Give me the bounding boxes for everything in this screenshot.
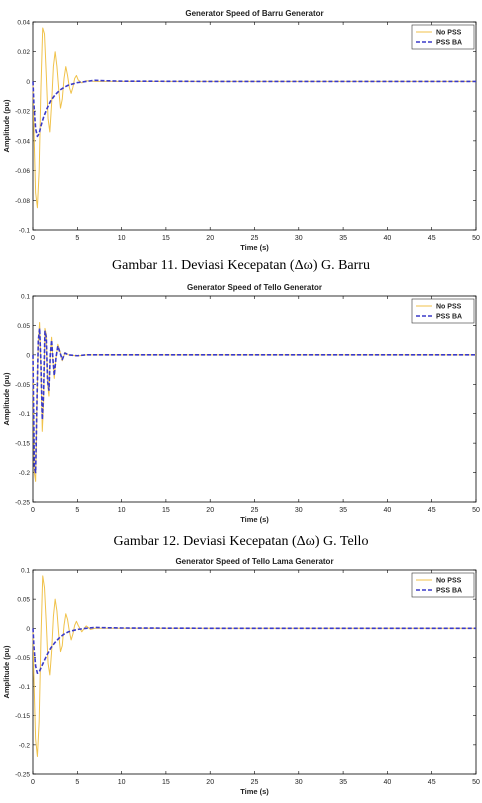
x-tick-label: 25 bbox=[251, 779, 259, 786]
y-tick-label: -0.1 bbox=[19, 228, 31, 235]
series-line-pss-ba bbox=[32, 79, 476, 138]
legend-box bbox=[411, 298, 475, 324]
chart-title: Generator Speed of Barru Generator bbox=[185, 9, 323, 18]
chart-barru: Generator Speed of Barru Generator 0 5 10 15… bbox=[2, 9, 480, 252]
y-tick-label: -0.02 bbox=[15, 109, 30, 116]
y-tick-label: 0.02 bbox=[17, 49, 30, 56]
y-tick-label: 0.05 bbox=[17, 323, 30, 330]
plot-frame bbox=[32, 569, 477, 775]
x-tick-label: 45 bbox=[428, 507, 436, 514]
x-tick-label: 40 bbox=[384, 235, 392, 242]
x-tick-label: 35 bbox=[339, 779, 347, 786]
x-tick-label: 30 bbox=[295, 779, 303, 786]
x-tick-label: 10 bbox=[118, 779, 126, 786]
x-tick-label: 30 bbox=[295, 235, 303, 242]
figure-caption-tello: Gambar 12. Deviasi Kecepatan (Δω) G. Tel… bbox=[113, 534, 369, 549]
x-tick-label: 45 bbox=[428, 779, 436, 786]
chart-title: Generator Speed of Tello Lama Generator bbox=[175, 557, 333, 566]
y-tick-label: -0.2 bbox=[19, 470, 31, 477]
legend-box bbox=[411, 572, 475, 598]
x-axis-label: Time (s) bbox=[240, 515, 269, 524]
y-tick-label: 0.1 bbox=[21, 294, 30, 301]
x-tick-label: 50 bbox=[472, 235, 480, 242]
x-tick-label: 40 bbox=[384, 507, 392, 514]
legend-entry-label: PSS BA bbox=[436, 588, 462, 595]
x-tick-label: 10 bbox=[118, 235, 126, 242]
x-tick-label: 25 bbox=[251, 235, 259, 242]
x-tick-label: 5 bbox=[75, 779, 79, 786]
legend: No PSS PSS BA bbox=[411, 24, 475, 50]
legend-entry-label: No PSS bbox=[436, 30, 462, 37]
x-tick-label: 35 bbox=[339, 507, 347, 514]
series-line-pss-ba bbox=[32, 327, 476, 474]
figure-caption-barru: Gambar 11. Deviasi Kecepatan (Δω) G. Bar… bbox=[112, 258, 370, 273]
legend: No PSS PSS BA bbox=[411, 572, 475, 598]
y-tick-label: 0.05 bbox=[17, 597, 30, 604]
legend-box bbox=[411, 24, 475, 50]
legend-entry-label: PSS BA bbox=[436, 314, 462, 321]
y-tick-label: -0.15 bbox=[15, 713, 30, 720]
y-axis-label: Amplitude (pu) bbox=[2, 372, 11, 425]
x-tick-label: 15 bbox=[162, 779, 170, 786]
x-tick-label: 45 bbox=[428, 235, 436, 242]
x-tick-label: 5 bbox=[75, 235, 79, 242]
x-tick-label: 0 bbox=[31, 235, 35, 242]
y-tick-label: -0.25 bbox=[15, 772, 30, 779]
y-tick-label: -0.04 bbox=[15, 138, 30, 145]
plot-frame bbox=[32, 295, 477, 503]
chart-tello-lama: Generator Speed of Tello Lama Generator 0… bbox=[2, 557, 480, 796]
plot-frame bbox=[32, 21, 477, 231]
legend-entry-label: No PSS bbox=[436, 578, 462, 585]
chart-title: Generator Speed of Tello Generator bbox=[187, 283, 322, 292]
y-tick-label: -0.06 bbox=[15, 168, 30, 175]
y-tick-label: 0.1 bbox=[21, 568, 30, 575]
series-line-pss-ba bbox=[32, 626, 476, 674]
x-axis-label: Time (s) bbox=[240, 243, 269, 252]
y-tick-label: 0.04 bbox=[17, 20, 30, 27]
x-tick-label: 35 bbox=[339, 235, 347, 242]
chart-tello: Generator Speed of Tello Generator 0 5 10 15… bbox=[2, 283, 480, 524]
y-tick-label: -0.05 bbox=[15, 655, 30, 662]
x-tick-label: 30 bbox=[295, 507, 303, 514]
legend-entry-label: No PSS bbox=[436, 304, 462, 311]
y-tick-label: 0 bbox=[26, 79, 30, 86]
y-tick-label: -0.25 bbox=[15, 500, 30, 507]
x-tick-label: 20 bbox=[206, 507, 214, 514]
y-tick-label: -0.08 bbox=[15, 198, 30, 205]
legend: No PSS PSS BA bbox=[411, 298, 475, 324]
x-tick-label: 20 bbox=[206, 779, 214, 786]
x-tick-label: 25 bbox=[251, 507, 259, 514]
y-axis-label: Amplitude (pu) bbox=[2, 99, 11, 152]
x-tick-label: 50 bbox=[472, 779, 480, 786]
x-tick-label: 5 bbox=[75, 507, 79, 514]
x-tick-label: 0 bbox=[31, 507, 35, 514]
x-axis-label: Time (s) bbox=[240, 787, 269, 796]
x-tick-label: 15 bbox=[162, 235, 170, 242]
y-tick-label: 0 bbox=[26, 626, 30, 633]
x-tick-label: 20 bbox=[206, 235, 214, 242]
y-tick-label: -0.15 bbox=[15, 441, 30, 448]
legend-entry-label: PSS BA bbox=[436, 40, 462, 47]
x-tick-label: 50 bbox=[472, 507, 480, 514]
x-tick-label: 15 bbox=[162, 507, 170, 514]
x-tick-label: 10 bbox=[118, 507, 126, 514]
y-tick-label: -0.1 bbox=[19, 684, 31, 691]
x-tick-label: 0 bbox=[31, 779, 35, 786]
y-tick-label: -0.05 bbox=[15, 382, 30, 389]
y-axis-label: Amplitude (pu) bbox=[2, 645, 11, 698]
y-tick-label: -0.1 bbox=[19, 411, 31, 418]
x-tick-label: 40 bbox=[384, 779, 392, 786]
y-tick-label: 0 bbox=[26, 352, 30, 359]
y-tick-label: -0.2 bbox=[19, 742, 31, 749]
